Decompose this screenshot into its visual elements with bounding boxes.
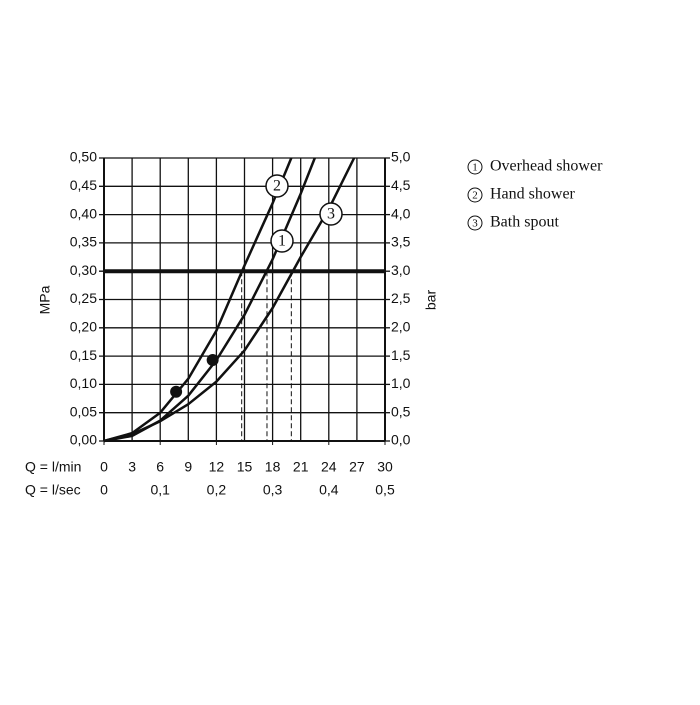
x2-tick-label: 0,5 [375,482,395,498]
x-tick-label: 27 [349,459,365,475]
x-tick-label: 21 [293,459,309,475]
x-tick-label: 0 [100,459,108,475]
y2-tick-label: 3,0 [391,262,411,278]
y2-tick-label: 0,5 [391,403,411,419]
y2-tick-label: 1,0 [391,375,411,391]
legend-marker [467,187,483,203]
y-axis-label: MPa [37,285,53,314]
x-tick-label: 3 [128,459,136,475]
series-line [103,157,356,443]
y2-tick-label: 0,0 [391,432,411,448]
y2-tick-label: 2,5 [391,290,411,306]
y-tick-label: 0,50 [70,149,97,165]
y-tick-label: 0,40 [70,205,97,221]
x2-tick-label: 0,4 [319,482,339,498]
legend-marker [467,159,483,175]
curve-label: 2 [273,178,281,195]
x-tick-label: 12 [209,459,225,475]
y-tick-label: 0,00 [70,432,97,448]
y-tick-label: 0,10 [70,375,97,391]
x-tick-label: 6 [156,459,164,475]
y2-tick-label: 1,5 [391,347,411,363]
legend-label: Bath spout [490,214,559,231]
x2-tick-label: 0 [100,482,108,498]
x-tick-label: 30 [377,459,393,475]
curve-label-circle [319,202,343,226]
x-tick-label: 9 [184,459,192,475]
y2-tick-label: 2,0 [391,319,411,335]
curve-label: 3 [327,206,335,223]
y-tick-label: 0,35 [70,234,97,250]
marker-dot [170,385,183,398]
x2-axis-label: Q = l/sec [25,482,81,498]
x-tick-label: 15 [237,459,253,475]
y2-tick-label: 4,5 [391,177,411,193]
legend-marker-label: 2 [472,190,478,202]
legend-label: Overhead shower [490,158,603,175]
y-tick-label: 0,20 [70,319,97,335]
legend-marker-label: 3 [472,218,478,230]
y2-tick-label: 4,0 [391,205,411,221]
curve-label-circle [270,229,294,253]
series-line [103,157,293,443]
y2-axis-label: bar [423,290,439,311]
y-tick-label: 0,45 [70,177,97,193]
x2-tick-label: 0,1 [150,482,170,498]
y-tick-label: 0,30 [70,262,97,278]
y2-tick-label: 5,0 [391,149,411,165]
legend-marker-label: 1 [472,162,478,174]
x2-tick-label: 0,3 [263,482,283,498]
x-tick-label: 18 [265,459,281,475]
x2-tick-label: 0,2 [207,482,227,498]
legend-label: Hand shower [490,186,576,203]
curve-label: 1 [278,233,286,250]
x-axis-label: Q = l/min [25,459,81,475]
curve-label-circle [265,174,289,198]
marker-dot [206,354,219,367]
y2-tick-label: 3,5 [391,234,411,250]
x-tick-label: 24 [321,459,337,475]
y-tick-label: 0,05 [70,403,97,419]
legend-marker [467,215,483,231]
y-tick-label: 0,15 [70,347,97,363]
y-tick-label: 0,25 [70,290,97,306]
